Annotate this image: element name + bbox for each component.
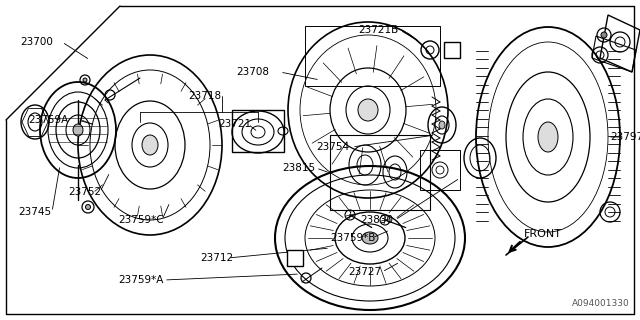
Text: 23759A: 23759A [28, 115, 68, 125]
Ellipse shape [538, 122, 558, 152]
Text: 23830: 23830 [360, 215, 393, 225]
Text: 23797: 23797 [610, 132, 640, 142]
Text: 23721B: 23721B [358, 25, 398, 35]
Circle shape [86, 204, 90, 210]
Text: 23759*C: 23759*C [118, 215, 164, 225]
Text: A: A [291, 253, 299, 263]
Circle shape [83, 78, 87, 82]
Text: 23759*B: 23759*B [330, 233, 376, 243]
Text: 23754: 23754 [316, 142, 349, 152]
Ellipse shape [362, 232, 378, 244]
Text: FRONT: FRONT [524, 229, 562, 239]
FancyBboxPatch shape [444, 42, 460, 58]
Ellipse shape [73, 124, 83, 136]
Text: 23759*A: 23759*A [118, 275, 163, 285]
FancyBboxPatch shape [287, 250, 303, 266]
Ellipse shape [142, 135, 158, 155]
Ellipse shape [358, 99, 378, 121]
Text: 23745: 23745 [18, 207, 51, 217]
Text: 23752: 23752 [68, 187, 101, 197]
Text: 23700: 23700 [20, 37, 53, 47]
Text: 23718: 23718 [188, 91, 221, 101]
Text: A: A [448, 45, 456, 55]
Text: 23721: 23721 [218, 119, 251, 129]
Text: A094001330: A094001330 [572, 299, 630, 308]
Ellipse shape [439, 121, 445, 129]
Text: 23708: 23708 [236, 67, 269, 77]
Circle shape [601, 32, 607, 38]
Text: 23712: 23712 [200, 253, 233, 263]
Text: 23815: 23815 [282, 163, 315, 173]
Text: 23727: 23727 [348, 267, 381, 277]
